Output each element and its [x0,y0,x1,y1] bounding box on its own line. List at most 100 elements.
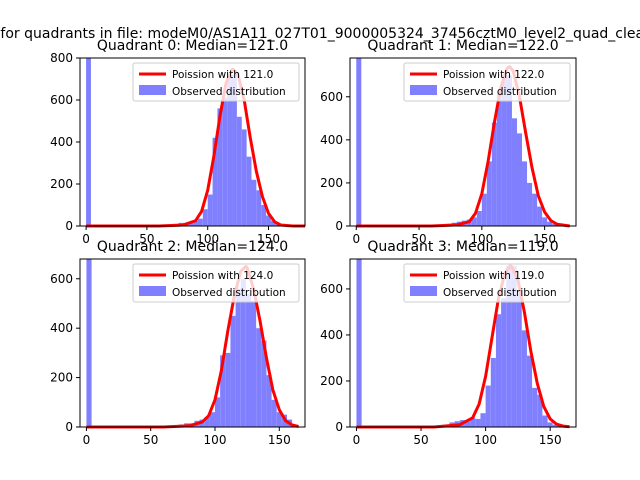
legend-label: Observed distribution [172,86,286,98]
histogram-bar [485,385,491,427]
subplot-title: Quadrant 3: Median=119.0 [367,239,558,255]
x-tick-label: 100 [474,433,497,447]
histogram-bar [212,137,218,226]
histogram-bar [527,182,533,226]
histogram-bar [537,206,543,226]
histogram-bar [215,397,221,427]
histogram-bar [193,220,198,226]
histogram-bar [532,193,538,226]
histogram-bar [232,74,237,226]
histogram-bar [270,220,276,226]
y-tick-label: 0 [335,420,343,434]
histogram-bar [547,221,553,226]
histogram-bar [464,421,471,427]
x-tick-label: 150 [533,232,556,246]
histogram-bar [526,355,533,427]
histogram-bar [202,209,208,226]
y-tick-label: 400 [50,135,73,149]
histogram-bar [227,74,233,226]
x-tick-label: 50 [413,433,428,447]
histogram-bar [547,422,553,427]
histogram-bar [241,129,247,226]
y-tick-label: 600 [320,282,343,296]
x-tick-label: 100 [196,232,219,246]
histogram-bar [522,161,528,226]
histogram-bar [521,330,527,427]
subplot-2: Quadrant 2: Median=124.0 0 50 100 150 0 200 40… [50,239,306,447]
legend-label: Poission with 119.0 [443,270,544,282]
histogram-bar [86,58,91,226]
histogram-bar [501,75,507,226]
axes-frame [349,258,577,428]
y-tick-label: 600 [50,93,73,107]
legend-label: Poission with 124.0 [172,270,273,282]
legend-bar-swatch [410,286,437,296]
histogram-bar [552,424,558,427]
histogram-bar [245,293,251,427]
histogram-bar [86,259,92,427]
legend-label: Observed distribution [443,287,557,299]
histogram-bar [356,58,362,226]
legend-bar-swatch [139,85,166,95]
histogram-bar [516,293,522,427]
legend-label: Poission with 121.0 [172,69,273,81]
subplot-0: Quadrant 0: Median=121.0 0 50 100 150 0 200 40… [50,38,306,246]
histogram-bar [251,301,257,427]
x-tick-label: 0 [353,433,361,447]
figure-suptitle: Stats for quadrants in file: modeM0/AS1A… [0,26,640,42]
histogram-bar [542,415,548,427]
histogram-bar [276,412,282,427]
histogram-bar [236,116,242,226]
histogram-bar [496,92,502,226]
x-tick-label: 0 [352,232,360,246]
histogram-bar [511,265,517,427]
histogram-bar [506,75,512,226]
legend-label: Poission with 122.0 [443,69,544,81]
histogram-bar [516,133,523,226]
subplot-title: Quadrant 2: Median=124.0 [97,239,288,255]
y-tick-label: 800 [50,51,73,65]
histogram-bar [256,190,262,226]
histogram-bar [220,355,226,427]
x-tick-label: 150 [539,433,562,447]
histogram-bar [537,394,543,427]
y-tick-label: 0 [335,219,343,233]
histogram-bar [476,210,482,226]
histogram-bar [471,217,477,226]
histogram-bar [501,298,507,427]
y-tick-label: 200 [320,374,343,388]
histogram-bar [261,205,267,226]
histogram-bar [542,217,548,226]
histogram-bar [209,412,215,427]
histogram-bar [266,215,271,226]
histogram-bar [240,278,246,427]
subplot-3: Quadrant 3: Median=119.0 0 50 100 150 0 200 40… [320,239,577,447]
histogram-bar [251,179,257,226]
histogram-bar [222,97,228,227]
legend-box [403,263,571,303]
histogram-bar [481,193,487,226]
axes-frame [349,57,577,227]
legend-label: Observed distribution [443,86,557,98]
histogram-bar [495,314,502,427]
histogram-bar [552,223,558,226]
subplot-1: Quadrant 1: Median=122.0 0 50 100 150 0 200 40… [320,38,577,246]
legend-box [132,263,300,303]
histogram-bar [486,161,492,226]
y-tick-label: 400 [50,321,73,335]
x-tick-label: 150 [268,433,291,447]
legend-box [403,62,571,102]
x-tick-label: 50 [411,232,426,246]
histogram-bar [217,108,223,226]
y-tick-label: 200 [50,371,73,385]
histogram-bar [470,417,476,427]
subplot-title: Quadrant 1: Median=122.0 [367,38,558,54]
histogram-bar [225,352,231,427]
x-tick-label: 0 [82,232,90,246]
y-tick-label: 200 [50,177,73,191]
x-tick-label: 0 [83,433,91,447]
legend-label: Observed distribution [172,287,286,299]
y-tick-label: 0 [65,219,73,233]
y-tick-label: 400 [320,133,343,147]
